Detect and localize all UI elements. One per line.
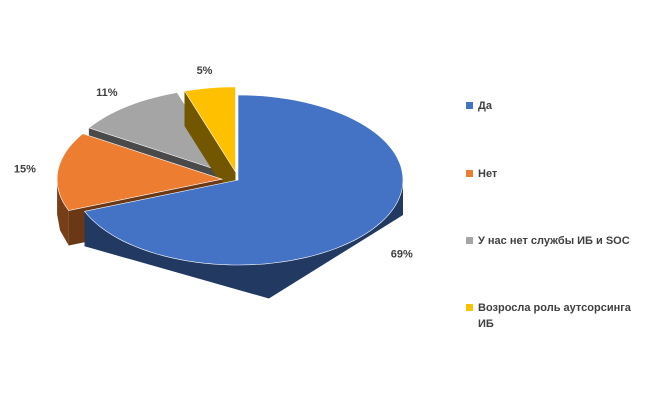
data-label: 15% — [14, 164, 36, 176]
legend-item: У нас нет службы ИБ и SOC — [466, 233, 641, 249]
slice — [88, 92, 229, 175]
legend-swatch — [466, 304, 473, 311]
legend-label: Да — [478, 100, 492, 112]
legend-swatch — [466, 170, 473, 177]
data-label: 69% — [391, 249, 413, 261]
legend-item: Нет — [466, 166, 641, 182]
legend-label: Возросла роль аутсорсинга ИБ — [478, 302, 631, 330]
legend-item: Да — [466, 98, 641, 114]
legend-swatch — [466, 237, 473, 244]
data-label: 11% — [96, 87, 118, 99]
data-label: 5% — [197, 65, 213, 77]
slice — [183, 86, 236, 173]
legend-label: У нас нет службы ИБ и SOC — [478, 235, 630, 247]
legend-label: Нет — [478, 168, 498, 180]
legend-swatch — [466, 102, 473, 109]
slice-face — [184, 91, 236, 207]
slice-side — [84, 180, 403, 299]
slice — [84, 94, 404, 266]
slice — [56, 133, 224, 211]
legend-item: Возросла роль аутсорсинга ИБ — [466, 300, 641, 332]
